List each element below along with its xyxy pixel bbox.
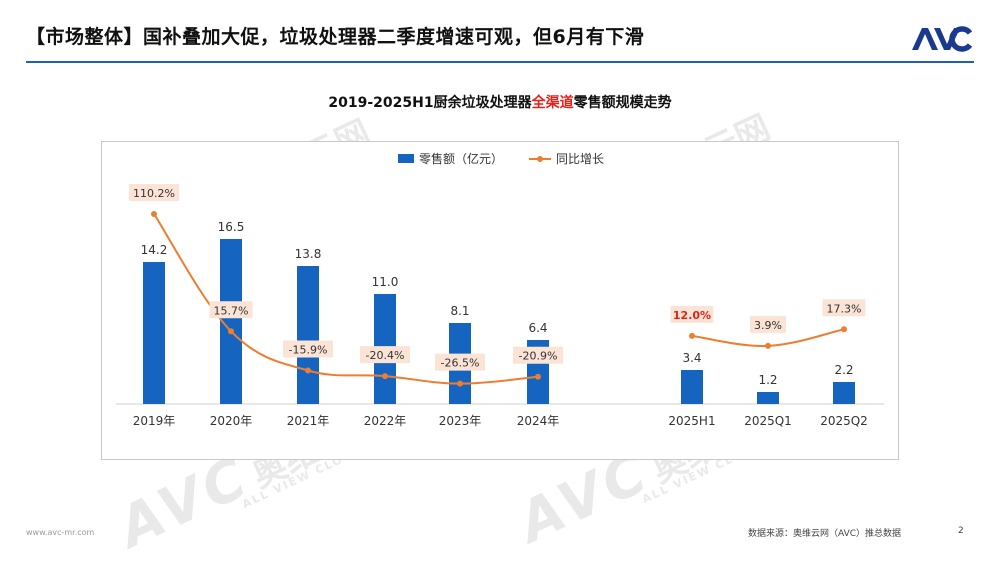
growth-point <box>689 332 695 339</box>
page-title: 【市场整体】国补叠加大促，垃圾处理器二季度增速可观，但6月有下滑 <box>26 26 645 48</box>
x-tick-label: 2022年 <box>364 414 407 428</box>
data-source: 数据来源：奥维云网（AVC）推总数据 <box>748 529 902 539</box>
x-tick-label: 2025Q2 <box>820 414 868 428</box>
growth-value-label: 12.0% <box>673 309 711 322</box>
growth-point <box>765 342 771 349</box>
growth-point <box>228 328 234 335</box>
growth-point <box>382 373 388 380</box>
header-divider <box>26 61 974 63</box>
legend-bar-swatch <box>398 154 414 163</box>
growth-label-box <box>670 305 714 323</box>
growth-label-box <box>435 353 485 371</box>
growth-value-label: 3.9% <box>754 319 782 332</box>
bar-value-label: 8.1 <box>450 304 469 318</box>
legend-line-swatch <box>529 155 552 162</box>
x-tick-label: 2024年 <box>517 414 560 428</box>
growth-label-box <box>822 299 866 317</box>
chart-frame: 零售额（亿元） 同比增长 14.2 2019年 16.5 2020年 13.8 2021年… <box>101 141 899 460</box>
chart-plot: 14.2 2019年 16.5 2020年 13.8 2021年 11.0 2022年 8.1 2… <box>116 183 884 428</box>
chart-title: 2019-2025H1厨余垃圾处理器全渠道零售额规模走势 <box>328 95 672 111</box>
avc-logo <box>912 26 972 52</box>
bar-value-label: 2.2 <box>834 363 853 377</box>
growth-value-label: 15.7% <box>214 304 249 317</box>
bar <box>220 239 242 404</box>
x-tick-label: 2021年 <box>287 414 330 428</box>
growth-label-box <box>209 301 253 319</box>
growth-point <box>535 373 541 380</box>
growth-label-box <box>129 183 179 201</box>
bar-value-label: 3.4 <box>682 351 701 365</box>
bar <box>681 370 703 404</box>
growth-label-box <box>513 346 563 364</box>
x-tick-label: 2019年 <box>133 414 176 428</box>
bar <box>297 266 319 404</box>
growth-label-box <box>283 340 333 358</box>
bar-value-label: 1.2 <box>758 373 777 387</box>
growth-point <box>305 367 311 374</box>
growth-point <box>457 380 463 387</box>
footer-website: www.avc-mr.com <box>26 528 95 537</box>
chart-legend: 零售额（亿元） 同比增长 <box>398 150 630 167</box>
page-number: 2 <box>958 526 964 536</box>
bar-value-label: 13.8 <box>295 247 322 261</box>
growth-point <box>151 210 157 217</box>
growth-value-label: -20.9% <box>519 350 558 363</box>
growth-label-box <box>360 346 410 364</box>
bar <box>757 392 779 404</box>
bar-value-label: 16.5 <box>218 220 245 234</box>
growth-value-label: 110.2% <box>133 187 175 200</box>
x-tick-label: 2023年 <box>439 414 482 428</box>
growth-label-box <box>750 315 786 333</box>
bar-value-label: 6.4 <box>528 321 547 335</box>
bar-value-label: 11.0 <box>372 275 399 289</box>
bar <box>143 262 165 404</box>
growth-value-label: -26.5% <box>441 357 480 370</box>
legend-item-growth: 同比增长 <box>529 150 604 167</box>
legend-label-growth: 同比增长 <box>556 152 605 166</box>
bar <box>833 382 855 404</box>
x-tick-label: 2025Q1 <box>744 414 792 428</box>
bar-value-label: 14.2 <box>141 243 168 257</box>
growth-point <box>841 326 847 333</box>
legend-item-sales: 零售额（亿元） <box>398 150 503 167</box>
growth-value-label: -15.9% <box>289 343 328 356</box>
growth-value-label: 17.3% <box>827 302 862 315</box>
legend-label-sales: 零售额（亿元） <box>419 152 504 166</box>
x-tick-label: 2025H1 <box>668 414 715 428</box>
growth-value-label: -20.4% <box>366 349 405 362</box>
x-tick-label: 2020年 <box>210 414 253 428</box>
